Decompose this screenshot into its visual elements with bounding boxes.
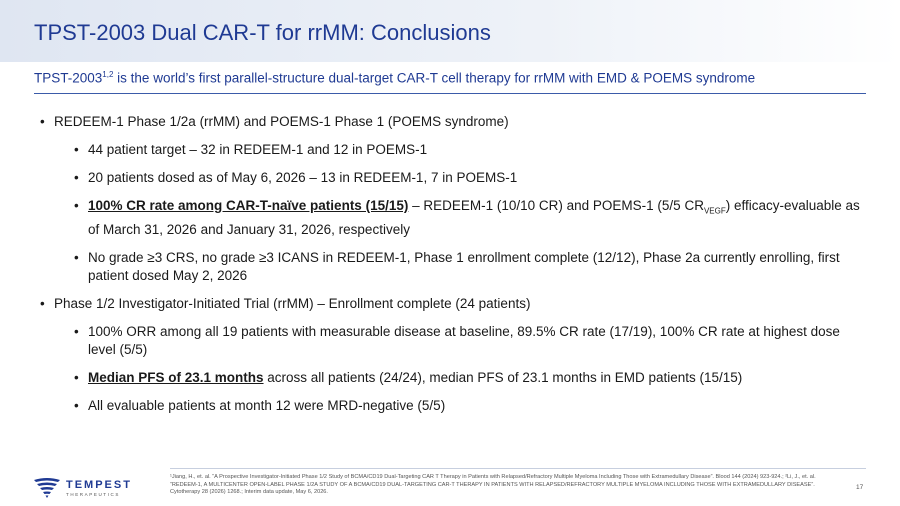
- pfs-highlight: Median PFS of 23.1 months: [88, 369, 264, 385]
- sub-bullet-cr-rate: • 100% CR rate among CAR-T-naïve patients…: [74, 198, 860, 237]
- bullet-dot: •: [74, 142, 79, 157]
- footer-divider: [170, 468, 866, 469]
- sub-bullet-orr: • 100% ORR among all 19 patients with mea…: [74, 323, 840, 357]
- bullet-dot: •: [40, 114, 45, 129]
- bullet-dot: •: [74, 249, 79, 265]
- subtitle-superscript: 1,2: [102, 70, 114, 79]
- sub-bullet-safety: • No grade ≥3 CRS, no grade ≥3 ICANS in R…: [74, 249, 840, 283]
- bullet-dot: •: [40, 295, 45, 311]
- tempest-logo-icon: [34, 478, 60, 498]
- logo-wordmark: TEMPEST: [66, 479, 132, 491]
- bullet-dot: •: [74, 170, 79, 185]
- bullet-redeem-poems: • REDEEM-1 Phase 1/2a (rrMM) and POEMS-1 …: [40, 114, 509, 129]
- logo-subtext: THERAPEUTICS: [66, 492, 120, 497]
- sub-bullet-patient-target: • 44 patient target – 32 in REDEEM-1 and …: [74, 142, 428, 157]
- header-band: [0, 0, 900, 62]
- sub-bullet-mrd: • All evaluable patients at month 12 were…: [74, 397, 446, 413]
- sub-bullet-pfs: • Median PFS of 23.1 months across all pa…: [74, 369, 743, 385]
- cr-rate-highlight: 100% CR rate among CAR-T-naïve patients …: [88, 198, 409, 213]
- bullet-dot: •: [74, 397, 79, 413]
- subtitle-divider: [34, 93, 866, 94]
- company-logo: TEMPEST THERAPEUTICS: [32, 476, 142, 500]
- page-number: 17: [856, 484, 864, 491]
- footnote-references: ¹Jiang, H., et. al. “A Prospective Inves…: [170, 474, 816, 496]
- bullet-dot: •: [74, 323, 79, 339]
- subtitle-text: is the world’s first parallel-structure …: [113, 70, 756, 86]
- bullet-list: • REDEEM-1 Phase 1/2a (rrMM) and POEMS-1 …: [40, 113, 865, 425]
- slide-title: TPST-2003 Dual CAR-T for rrMM: Conclusio…: [34, 20, 491, 45]
- sub-bullet-patients-dosed: • 20 patients dosed as of May 6, 2026 – 1…: [74, 170, 518, 185]
- subtitle-prefix: TPST-2003: [34, 70, 103, 86]
- bullet-phase-trial: • Phase 1/2 Investigator-Initiated Trial …: [40, 295, 531, 311]
- slide-subtitle: TPST-20031,2 is the world’s first parall…: [34, 70, 755, 86]
- bullet-dot: •: [74, 369, 79, 385]
- bullet-dot: •: [74, 198, 79, 213]
